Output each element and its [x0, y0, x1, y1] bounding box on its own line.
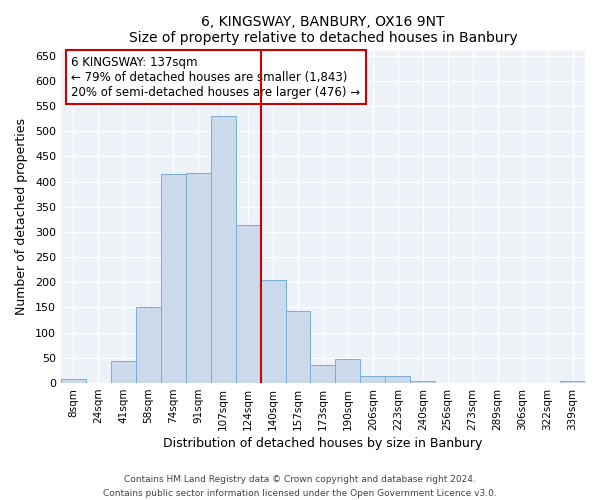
- Title: 6, KINGSWAY, BANBURY, OX16 9NT
Size of property relative to detached houses in B: 6, KINGSWAY, BANBURY, OX16 9NT Size of p…: [128, 15, 517, 45]
- Bar: [410, 380, 435, 383]
- Bar: [485, 382, 510, 383]
- Bar: [460, 382, 485, 383]
- Bar: [286, 310, 310, 383]
- Bar: [335, 359, 361, 383]
- Bar: [111, 361, 136, 383]
- Bar: [310, 366, 335, 383]
- Bar: [560, 380, 585, 383]
- Text: Contains public sector information licensed under the Open Government Licence v3: Contains public sector information licen…: [103, 489, 497, 498]
- Bar: [385, 376, 410, 383]
- X-axis label: Distribution of detached houses by size in Banbury: Distribution of detached houses by size …: [163, 437, 482, 450]
- Bar: [260, 280, 286, 383]
- Bar: [161, 174, 186, 383]
- Bar: [186, 174, 211, 383]
- Bar: [435, 382, 460, 383]
- Text: 6 KINGSWAY: 137sqm
← 79% of detached houses are smaller (1,843)
20% of semi-deta: 6 KINGSWAY: 137sqm ← 79% of detached hou…: [71, 56, 361, 98]
- Y-axis label: Number of detached properties: Number of detached properties: [15, 118, 28, 316]
- Text: Contains HM Land Registry data © Crown copyright and database right 2024.: Contains HM Land Registry data © Crown c…: [124, 476, 476, 484]
- Bar: [61, 379, 86, 383]
- Bar: [211, 116, 236, 383]
- Bar: [361, 376, 385, 383]
- Bar: [236, 226, 260, 383]
- Bar: [136, 308, 161, 383]
